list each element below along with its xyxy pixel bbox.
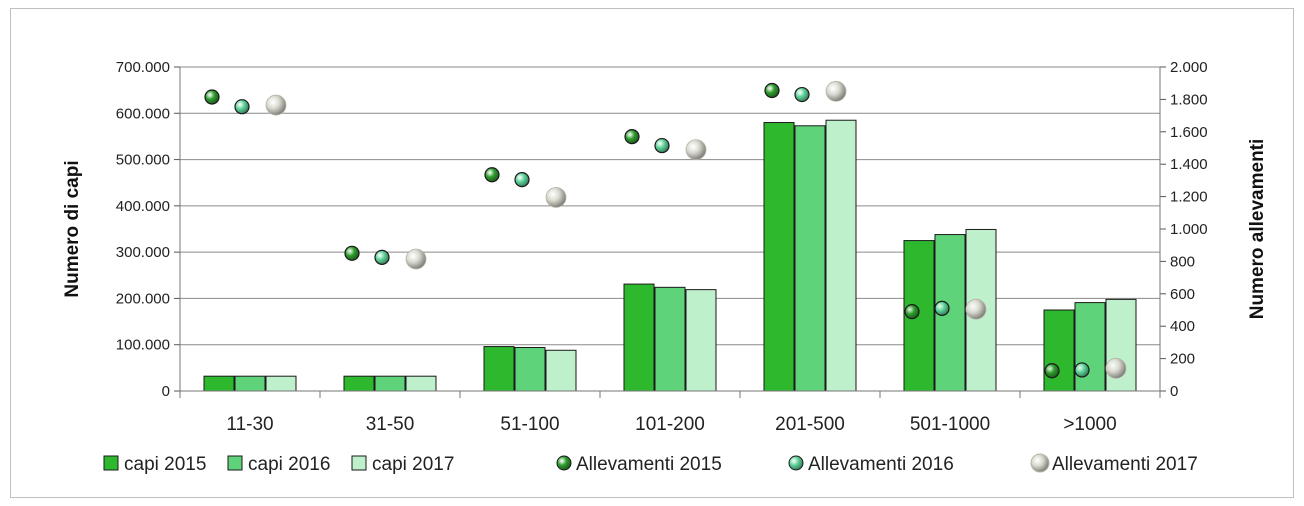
bar	[1043, 309, 1075, 392]
y-right-tick-label: 1.200	[1170, 189, 1208, 206]
y-right-tick-label: 0	[1170, 383, 1178, 400]
point	[1105, 357, 1127, 379]
gridlines	[180, 66, 1160, 346]
y-right-tick-label: 1.000	[1170, 221, 1208, 238]
legend: capi 2015 capi 2016 capi 2017 Allevamenti 2…	[103, 453, 1198, 475]
x-tick-label: 101-200	[635, 414, 705, 435]
point	[484, 167, 500, 183]
y-left-tick-label: 400.000	[116, 198, 170, 215]
bar	[405, 375, 437, 392]
y-right-tick-label: 2.000	[1170, 59, 1208, 76]
y-right-tick-label: 400	[1170, 318, 1195, 335]
x-tick-label: 201-500	[775, 414, 845, 435]
point	[514, 171, 530, 188]
x-tick-label: >1000	[1063, 414, 1116, 435]
legend-marker	[1030, 453, 1050, 473]
y-right-tick-label: 1.400	[1170, 156, 1208, 173]
y-right-tick-label: 1.600	[1170, 124, 1208, 141]
points	[204, 80, 1127, 379]
bar	[483, 346, 515, 392]
bar	[545, 349, 577, 392]
legend-swatch	[351, 455, 367, 471]
y-left-tick-label: 500.000	[116, 152, 170, 169]
y-left-tick-label: 300.000	[116, 244, 170, 261]
bar	[654, 286, 686, 392]
legend-label: capi 2017	[372, 454, 454, 475]
y-left-tick-label: 600.000	[116, 105, 170, 122]
y-right-tick-label: 200	[1170, 351, 1195, 368]
y-left-tick-label: 100.000	[116, 337, 170, 354]
y-right-axis-title: Numero allevamenti	[1247, 139, 1268, 320]
bar	[685, 289, 717, 392]
bar	[623, 283, 655, 392]
legend-swatch	[103, 455, 119, 471]
x-tick-label: 11-30	[226, 414, 273, 435]
point	[374, 249, 390, 265]
y-left-axis-title: Numero di capi	[62, 160, 83, 297]
x-tick-label: 501-1000	[910, 414, 990, 435]
chart-frame	[10, 8, 1294, 498]
point	[904, 304, 920, 320]
point	[344, 245, 360, 261]
point	[545, 187, 567, 208]
point	[965, 298, 987, 320]
point	[764, 82, 780, 99]
x-tick-label: 51-100	[500, 414, 559, 435]
point	[1074, 362, 1090, 378]
bar	[794, 125, 826, 392]
point	[1044, 363, 1060, 379]
legend-label: Allevamenti 2017	[1052, 454, 1198, 475]
bars	[203, 119, 1137, 392]
point	[265, 94, 287, 116]
legend-label: Allevamenti 2015	[576, 454, 722, 475]
bar	[514, 346, 546, 392]
point	[685, 139, 707, 161]
point	[934, 300, 950, 316]
bar	[1074, 302, 1106, 392]
bar	[234, 375, 266, 392]
legend-label: capi 2015	[124, 454, 206, 475]
legend-marker	[556, 455, 572, 471]
bar	[825, 119, 857, 392]
y-right-tick-label: 800	[1170, 253, 1195, 270]
bar	[265, 375, 297, 392]
y-left-tick-label: 700.000	[116, 59, 170, 76]
point	[234, 99, 250, 115]
point	[654, 137, 670, 154]
point	[405, 248, 427, 270]
point	[204, 89, 220, 105]
legend-label: Allevamenti 2016	[808, 454, 954, 475]
point	[825, 80, 847, 102]
y-right-tick-label: 600	[1170, 286, 1195, 303]
y-left-tick-label: 0	[162, 383, 170, 400]
legend-swatch	[227, 455, 243, 471]
axes: 0 100.000 200.000 300.000 400.000 500.000 600.…	[116, 59, 1208, 435]
x-tick-label: 31-50	[366, 414, 415, 435]
bar	[374, 375, 406, 392]
legend-marker	[788, 455, 804, 471]
bar	[343, 375, 375, 392]
point	[794, 86, 810, 103]
point	[624, 129, 640, 145]
y-left-tick-label: 200.000	[116, 290, 170, 307]
legend-label: capi 2016	[248, 454, 330, 475]
bar	[763, 122, 795, 392]
y-right-tick-label: 1.800	[1170, 91, 1208, 108]
bar	[203, 375, 235, 392]
